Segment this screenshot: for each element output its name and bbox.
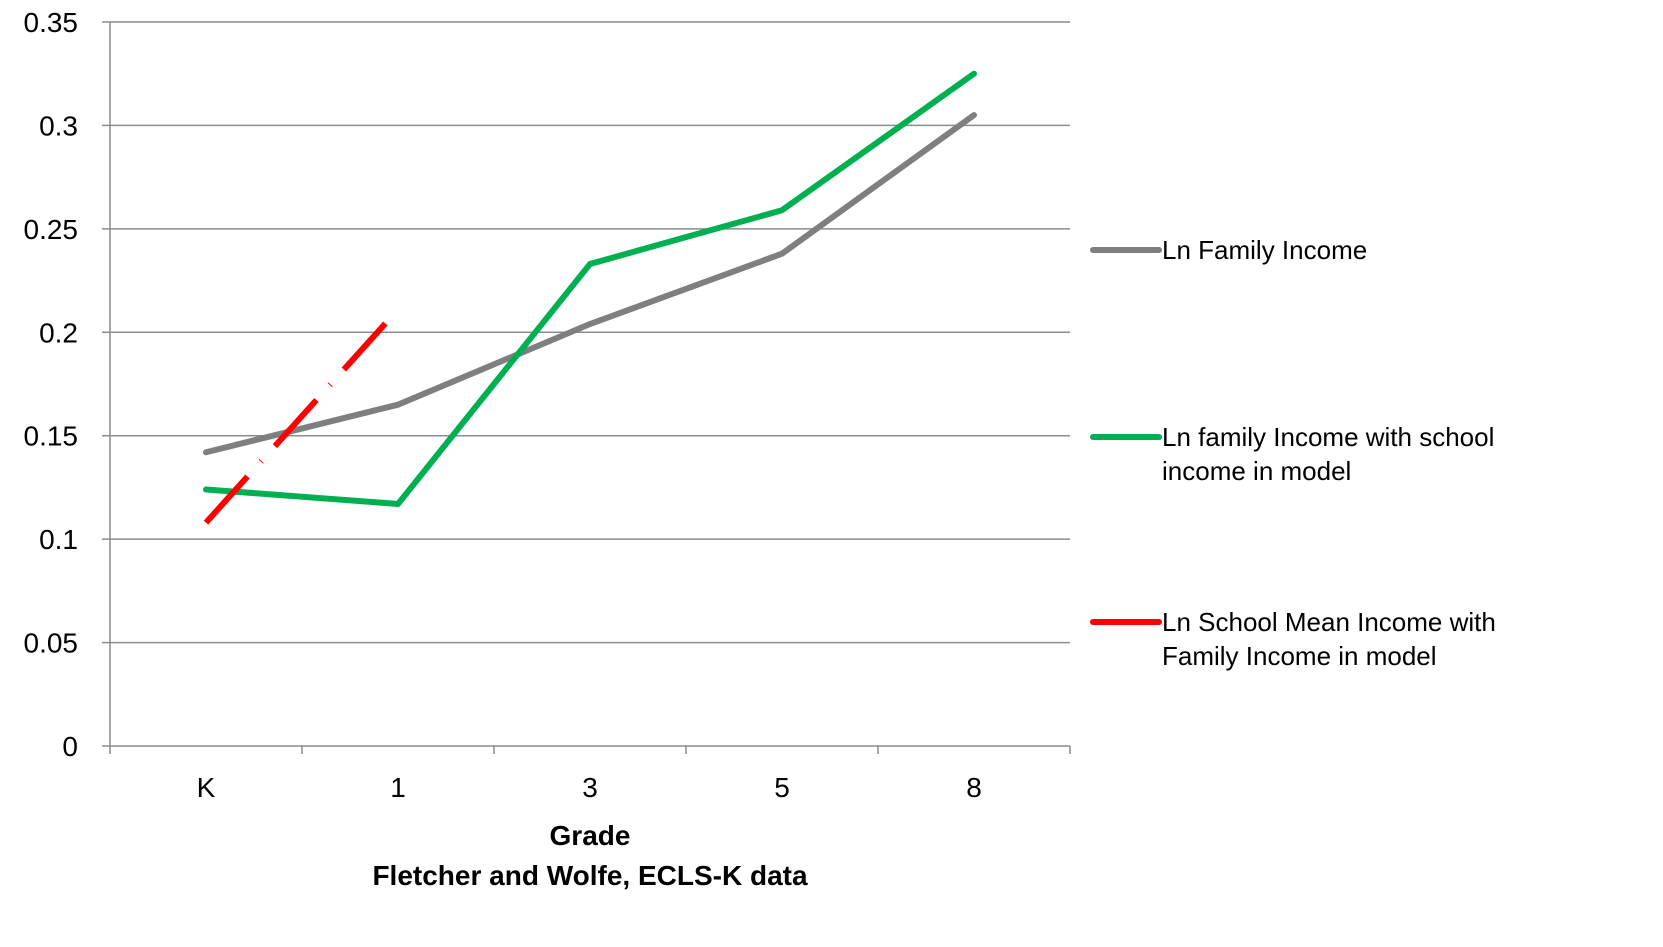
series-line-1 xyxy=(203,112,977,456)
x-tick-label: 1 xyxy=(390,772,406,803)
y-tick-labels: 0 0.05 0.1 0.15 0.2 0.25 0.3 0.35 xyxy=(24,7,79,762)
legend-swatch xyxy=(1090,619,1162,625)
x-tick-labels: K 1 3 5 8 xyxy=(197,772,982,803)
y-tick-label: 0.2 xyxy=(39,317,78,348)
x-axis-label: Grade xyxy=(550,820,631,851)
y-tick-label: 0.3 xyxy=(39,110,78,141)
y-tick-label: 0 xyxy=(62,731,78,762)
chart-caption: Fletcher and Wolfe, ECLS-K data xyxy=(372,860,808,891)
legend-item-ln-school-mean-income: Ln School Mean Income with Family Income… xyxy=(1090,605,1557,673)
y-tick-label: 0.25 xyxy=(24,214,79,245)
x-tick-label: 8 xyxy=(966,772,982,803)
series-lines xyxy=(203,70,977,525)
legend-swatch xyxy=(1090,434,1162,440)
axes xyxy=(102,21,1071,754)
y-tick-label: 0.1 xyxy=(39,524,78,555)
series-line-2 xyxy=(203,70,977,507)
x-tick-label: 5 xyxy=(774,772,790,803)
line-chart: 0 0.05 0.1 0.15 0.2 0.25 0.3 0.35 K 1 3 5 8 Grade F… xyxy=(24,7,1071,891)
legend-label: Ln family Income with school income in m… xyxy=(1162,422,1495,486)
legend-swatch xyxy=(1090,247,1162,253)
legend-item-ln-family-income-with-school: Ln family Income with school income in m… xyxy=(1090,420,1557,488)
y-tick-label: 0.35 xyxy=(24,7,79,38)
legend-label: Ln School Mean Income with Family Income… xyxy=(1162,607,1496,671)
x-tick-label: K xyxy=(197,772,216,803)
legend-item-ln-family-income: Ln Family Income xyxy=(1090,233,1557,267)
series-line-3 xyxy=(203,307,401,525)
legend: Ln Family Income Ln family Income with s… xyxy=(1090,0,1650,947)
y-tick-label: 0.05 xyxy=(24,628,79,659)
gridlines xyxy=(110,21,1070,644)
x-tick-label: 3 xyxy=(582,772,598,803)
y-tick-label: 0.15 xyxy=(24,421,79,452)
legend-label: Ln Family Income xyxy=(1162,235,1368,265)
